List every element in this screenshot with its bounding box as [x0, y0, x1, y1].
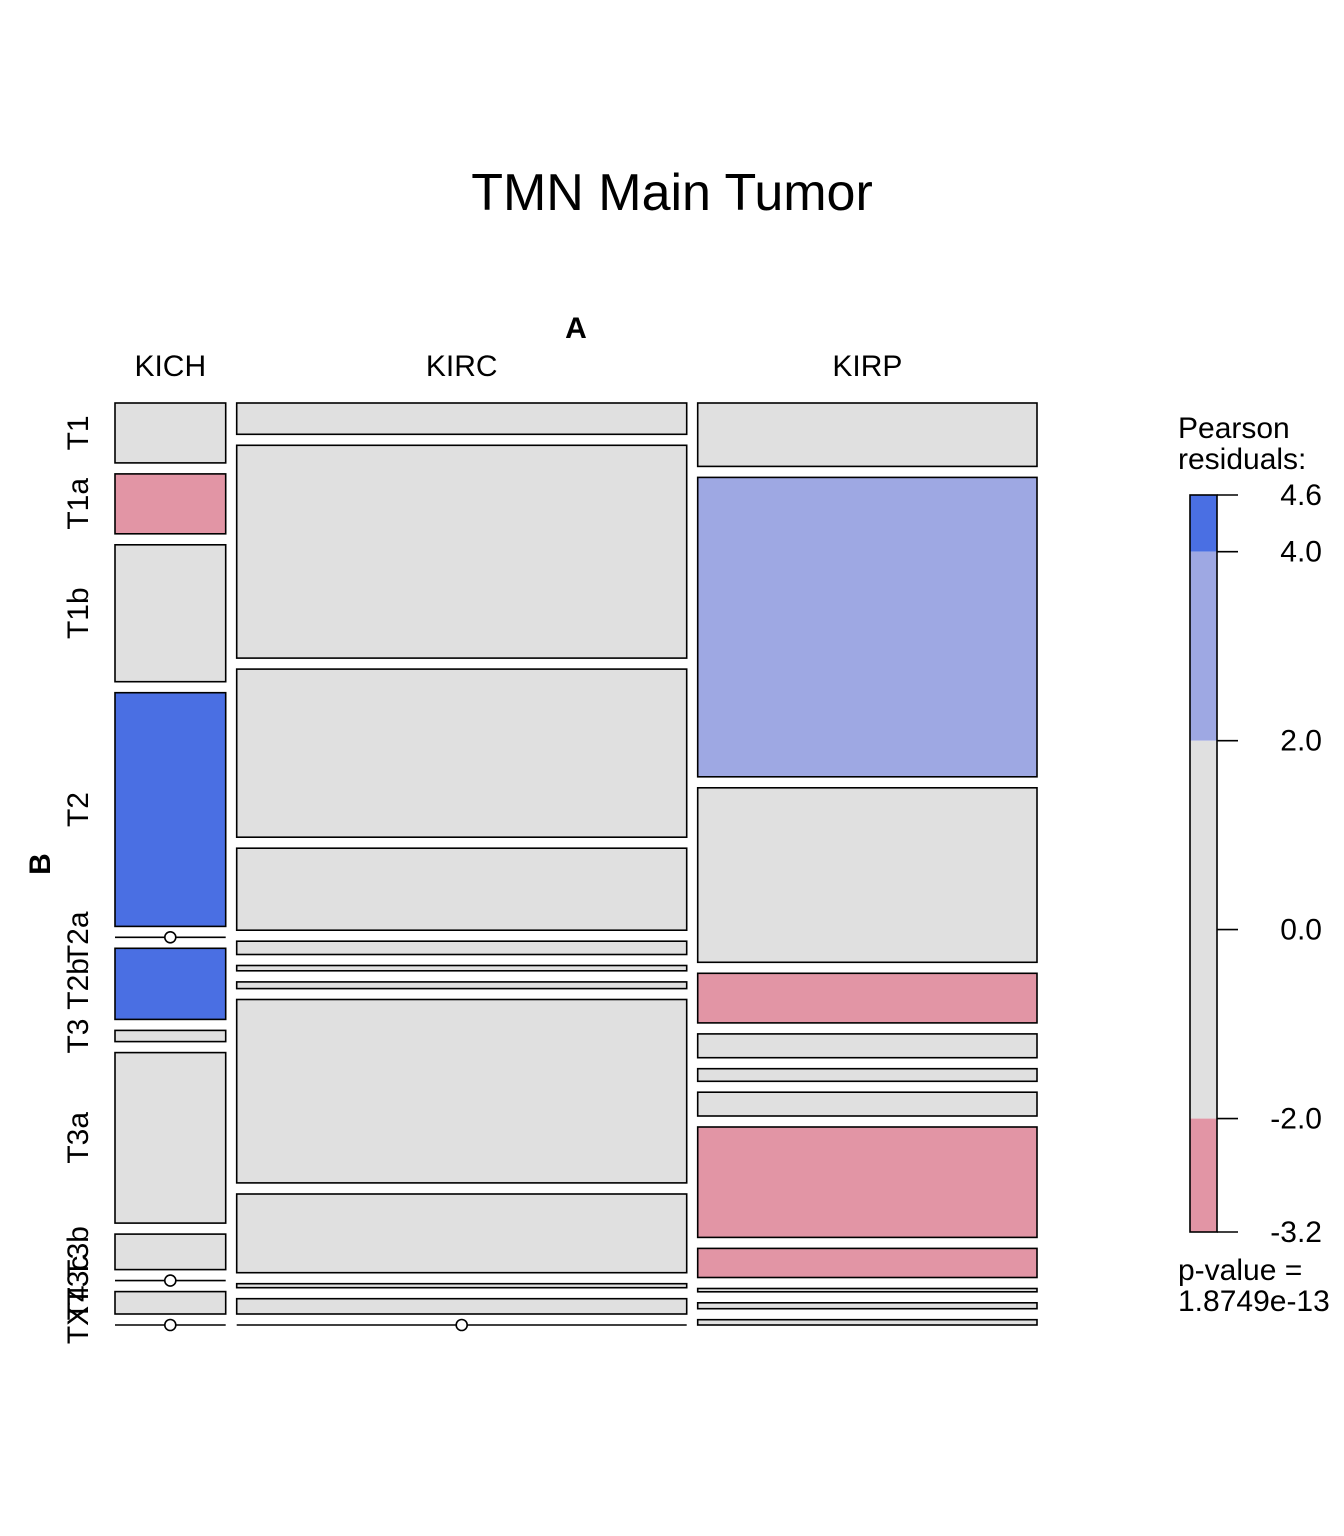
cell-kirp-t2a [696, 1033, 1038, 1059]
p-value-label: p-value = [1178, 1254, 1302, 1287]
legend-color-bar [1189, 494, 1218, 1233]
cell-kirp-t1a [696, 476, 1038, 778]
legend-ticks: 4.6 4.0 2.0 0.0 -2.0 -3.2 [1217, 479, 1322, 1249]
cell-kirc-t2a [235, 940, 688, 956]
cell-kirp-t3c [696, 1287, 1038, 1293]
column-label-kich: KICH [134, 350, 206, 383]
row-label-t3b: T3b [62, 1226, 95, 1278]
legend-bar-frame [1189, 494, 1218, 1233]
row-label-t1b: T1b [62, 587, 95, 639]
row-label-t1: T1 [62, 415, 95, 450]
x-axis-title: A [565, 312, 587, 345]
cell-kich-t2b [114, 947, 227, 1021]
cell-kirc-t4 [235, 1297, 688, 1315]
cell-kirp-t4 [696, 1302, 1038, 1310]
y-axis-title: B [24, 853, 57, 875]
cell-kirp-t3a [696, 1126, 1038, 1239]
column-labels: KICH KIRC KIRP [134, 350, 902, 383]
row-label-t2a: T2a [62, 911, 95, 963]
cell-kich-t2a-empty-marker [164, 930, 177, 944]
cell-kich-t3 [114, 1029, 227, 1043]
column-label-kirc: KIRC [426, 350, 498, 383]
cell-kich-t1b [114, 543, 227, 683]
column-label-kirp: KIRP [832, 350, 902, 383]
legend-tick-label: -2.0 [1270, 1103, 1322, 1136]
cell-kich-t1 [114, 402, 227, 464]
legend-tick-label: 0.0 [1280, 914, 1322, 947]
cell-kich-t4 [114, 1290, 227, 1315]
cell-kirp-tx [696, 1318, 1038, 1326]
cell-kich-t1a [114, 473, 227, 535]
legend-tick-label: 4.0 [1280, 536, 1322, 569]
row-label-tx: TX [62, 1306, 95, 1344]
cell-kirc-t3c [235, 1282, 688, 1289]
legend-band-negative [1190, 1118, 1217, 1232]
cell-kich-t3b [114, 1233, 227, 1271]
chart-title: TMN Main Tumor [471, 164, 873, 222]
mosaic-cells [114, 402, 1038, 1332]
legend-band-strong-positive [1190, 495, 1217, 552]
cell-kich-t3c-empty-marker [164, 1274, 177, 1287]
legend-tick-label: -3.2 [1270, 1216, 1322, 1249]
row-label-t2b: T2b [62, 958, 95, 1010]
legend-tick-label: 2.0 [1280, 725, 1322, 758]
cell-kirc-t3b [235, 1193, 688, 1274]
cell-kirc-t3 [235, 981, 688, 990]
cell-kirc-t1 [235, 402, 688, 436]
cell-kich-t3a [114, 1051, 227, 1224]
row-label-t2: T2 [62, 792, 95, 827]
legend-band-positive [1190, 551, 1217, 741]
row-label-t3c: T3c [62, 1256, 95, 1306]
row-label-t3: T3 [62, 1018, 95, 1053]
residual-legend: Pearson residuals: 4.64.02.00.0-2.0-3.2 … [1178, 412, 1330, 1318]
legend-title-line2: residuals: [1178, 443, 1306, 476]
p-value-number: 1.8749e-13 [1178, 1285, 1330, 1318]
cell-kirc-t2 [235, 847, 688, 932]
cell-kirc-t2b [235, 964, 688, 972]
cell-kirc-t1b [235, 668, 688, 838]
cell-kirp-t3 [696, 1091, 1038, 1117]
legend-title-line1: Pearson [1178, 412, 1290, 445]
cell-kich-t2 [114, 691, 227, 928]
cell-kirp-t1b [696, 786, 1038, 964]
legend-tick-label: 4.6 [1280, 479, 1322, 512]
cell-kirp-t2b [696, 1067, 1038, 1083]
row-label-t3a: T3a [62, 1112, 95, 1164]
cell-kirp-t2 [696, 972, 1038, 1024]
cell-kich-tx-empty-marker [164, 1318, 177, 1332]
cell-kirc-tx-empty-marker [455, 1318, 469, 1332]
cell-kirc-t3a [235, 998, 688, 1184]
row-label-t1a: T1a [62, 478, 95, 530]
cell-kirc-t1a [235, 444, 688, 659]
cell-kirp-t3b [696, 1247, 1038, 1279]
row-label-t4: T4 [62, 1285, 95, 1320]
legend-band-neutral [1190, 740, 1217, 1119]
cell-kirp-t1 [696, 402, 1038, 468]
